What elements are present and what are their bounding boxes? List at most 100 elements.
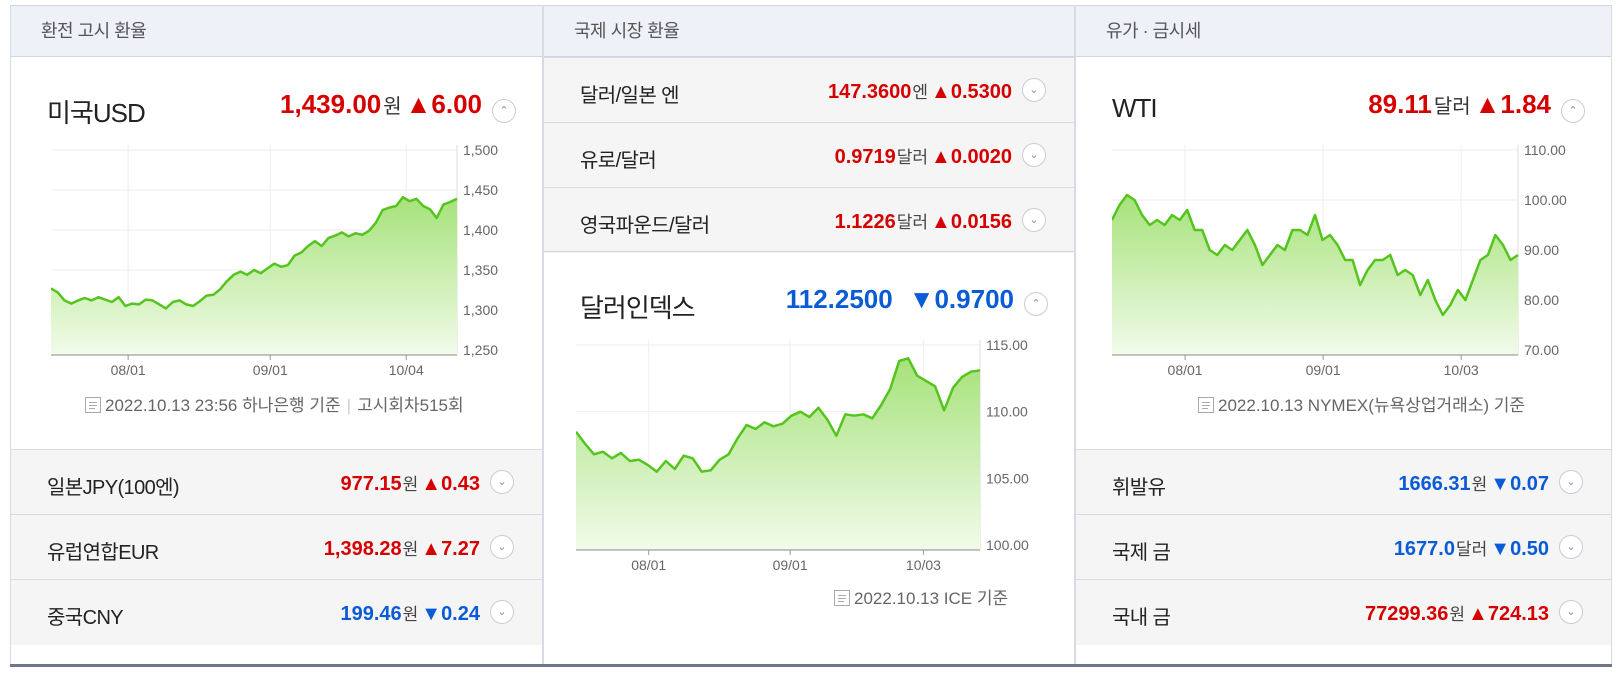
unit-label: 원 bbox=[402, 540, 419, 559]
rate-row[interactable]: 영국파운드/달러 1.1226달러 ▲0.0156 ⌄ bbox=[544, 187, 1074, 253]
rate-value: 199.46 bbox=[340, 603, 402, 625]
expand-chevron-down-icon[interactable]: ⌄ bbox=[1559, 470, 1583, 494]
rate-row[interactable]: 중국CNY 199.46원 ▼0.24 ⌄ bbox=[11, 579, 542, 645]
unit-label: 엔 bbox=[912, 83, 929, 102]
y-tick-label: 115.00 bbox=[986, 340, 1028, 353]
rate-value: 977.15 bbox=[340, 473, 402, 495]
panel-title: 유가 · 금시세 bbox=[1076, 5, 1611, 57]
row-value: 977.15원 ▲0.43 bbox=[340, 470, 480, 496]
x-tick-label: 10/03 bbox=[906, 557, 941, 573]
expand-chevron-down-icon[interactable]: ⌄ bbox=[490, 470, 514, 494]
down-arrow-icon: ▼ bbox=[908, 284, 935, 314]
change-value: 0.5300 bbox=[950, 81, 1012, 103]
rate-row[interactable]: 국내 금 77299.36원 ▲724.13 ⌄ bbox=[1076, 579, 1611, 645]
document-icon bbox=[85, 397, 101, 413]
row-value: 1677.0달러 ▼0.50 bbox=[1394, 535, 1549, 561]
rate-value: 1.1226 bbox=[834, 211, 896, 233]
up-arrow-icon: ▲ bbox=[421, 473, 442, 495]
change-value: 0.07 bbox=[1510, 473, 1549, 495]
dxy-summary: 달러인덱스 112.2500 ▼0.9700 ⌃ 115.00 110.00 105.… bbox=[544, 251, 1074, 667]
source-text: 2022.10.13 23:56 하나은행 기준 bbox=[105, 396, 341, 415]
panel-title: 국제 시장 환율 bbox=[544, 5, 1074, 57]
intl-panel: 국제 시장 환율 달러/일본 엔 147.3600엔 ▲0.5300 ⌄ 유로/달러 0.… bbox=[543, 5, 1075, 664]
y-tick-label: 1,250 bbox=[463, 342, 498, 358]
row-name: 달러/일본 엔 bbox=[580, 85, 680, 107]
up-arrow-icon: ▲ bbox=[1474, 89, 1501, 119]
rate-value: 1677.0 bbox=[1393, 538, 1455, 560]
y-tick-label: 100.00 bbox=[986, 537, 1029, 553]
rate-row[interactable]: 휘발유 1666.31원 ▼0.07 ⌄ bbox=[1076, 449, 1611, 515]
rate-row[interactable]: 국제 금 1677.0달러 ▼0.50 ⌄ bbox=[1076, 514, 1611, 580]
area-fill bbox=[51, 197, 457, 355]
down-arrow-icon: ▼ bbox=[421, 603, 442, 625]
rate-value: 1,398.28 bbox=[323, 538, 402, 560]
rate-row[interactable]: 일본JPY(100엔) 977.15원 ▲0.43 ⌄ bbox=[11, 449, 542, 515]
rate-row[interactable]: 유로/달러 0.9719달러 ▲0.0020 ⌄ bbox=[544, 122, 1074, 188]
change-value: 0.0156 bbox=[950, 211, 1012, 233]
y-tick-label: 1,400 bbox=[463, 222, 498, 238]
row-name: 일본JPY(100엔) bbox=[47, 477, 180, 499]
y-tick-label: 1,350 bbox=[463, 262, 498, 278]
rate-value: 1,439.00 bbox=[280, 89, 382, 119]
source-text: 2022.10.13 NYMEX(뉴욕상업거래소) 기준 bbox=[1218, 396, 1526, 415]
round-text: 고시회차515회 bbox=[357, 396, 464, 415]
separator: | bbox=[346, 396, 352, 415]
x-tick-label: 09/01 bbox=[253, 362, 288, 378]
y-tick-label: 80.00 bbox=[1524, 292, 1559, 308]
expand-chevron-down-icon[interactable]: ⌄ bbox=[1559, 535, 1583, 559]
commodity-value: 89.11 달러 ▲1.84 bbox=[1368, 89, 1551, 120]
rate-value: 0.9719 bbox=[834, 146, 896, 168]
collapse-chevron-up-icon[interactable]: ⌃ bbox=[1561, 99, 1585, 123]
area-fill bbox=[1112, 195, 1518, 355]
document-icon bbox=[1198, 397, 1214, 413]
row-name: 국제 금 bbox=[1112, 542, 1171, 564]
row-value: 1,398.28원 ▲7.27 bbox=[324, 535, 480, 561]
rate-value: 1666.31 bbox=[1398, 473, 1471, 495]
rates-widget: 환전 고시 환율 미국USD 1,439.00 원 ▲6.00 ⌃ 1,500 1,4… bbox=[10, 5, 1612, 667]
y-tick-label: 100.00 bbox=[1524, 192, 1567, 208]
rate-value: 147.3600 bbox=[827, 81, 912, 103]
area-fill bbox=[576, 358, 980, 550]
row-value: 77299.36원 ▲724.13 bbox=[1365, 600, 1549, 626]
y-tick-label: 1,450 bbox=[463, 182, 498, 198]
price-value: 89.11 bbox=[1368, 89, 1432, 119]
row-value: 147.3600엔 ▲0.5300 bbox=[828, 78, 1012, 104]
expand-chevron-down-icon[interactable]: ⌄ bbox=[1559, 600, 1583, 624]
down-arrow-icon: ▼ bbox=[1490, 538, 1511, 560]
source-text: 2022.10.13 ICE 기준 bbox=[854, 589, 1009, 608]
change-value: 7.27 bbox=[441, 538, 480, 560]
unit-label: 원 bbox=[1449, 605, 1466, 624]
expand-chevron-down-icon[interactable]: ⌄ bbox=[490, 600, 514, 624]
row-value: 1.1226달러 ▲0.0156 bbox=[835, 208, 1012, 234]
rate-row[interactable]: 달러/일본 엔 147.3600엔 ▲0.5300 ⌄ bbox=[544, 57, 1074, 123]
y-tick-label: 1,500 bbox=[463, 145, 498, 158]
wti-chart: 110.00 100.00 90.00 80.00 70.00 08/01 09/01 10/… bbox=[1112, 145, 1567, 378]
expand-chevron-down-icon[interactable]: ⌄ bbox=[1022, 208, 1046, 232]
x-tick-label: 08/01 bbox=[111, 362, 146, 378]
x-tick-label: 08/01 bbox=[1168, 362, 1203, 378]
x-tick-label: 09/01 bbox=[1306, 362, 1341, 378]
source-note: 2022.10.13 23:56 하나은행 기준 | 고시회차515회 bbox=[85, 391, 464, 416]
change-value: 1.84 bbox=[1500, 89, 1551, 119]
row-name: 영국파운드/달러 bbox=[580, 215, 710, 237]
collapse-chevron-up-icon[interactable]: ⌃ bbox=[492, 99, 516, 123]
row-name: 국내 금 bbox=[1112, 607, 1171, 629]
expand-chevron-down-icon[interactable]: ⌄ bbox=[1022, 78, 1046, 102]
y-tick-label: 110.00 bbox=[1524, 145, 1566, 158]
up-arrow-icon: ▲ bbox=[931, 146, 951, 168]
y-tick-label: 110.00 bbox=[986, 404, 1028, 420]
rate-value: 112.2500 bbox=[785, 284, 893, 314]
row-value: 0.9719달러 ▲0.0020 bbox=[835, 143, 1012, 169]
source-note: 2022.10.13 ICE 기준 bbox=[834, 584, 1008, 609]
unit-label: 원 bbox=[402, 605, 419, 624]
expand-chevron-down-icon[interactable]: ⌄ bbox=[1022, 143, 1046, 167]
collapse-chevron-up-icon[interactable]: ⌃ bbox=[1024, 292, 1048, 316]
currency-name: 미국USD bbox=[47, 98, 146, 128]
unit-label: 원 bbox=[1471, 475, 1488, 494]
rate-row[interactable]: 유럽연합EUR 1,398.28원 ▲7.27 ⌄ bbox=[11, 514, 542, 580]
up-arrow-icon: ▲ bbox=[421, 538, 442, 560]
row-name: 중국CNY bbox=[47, 607, 124, 629]
expand-chevron-down-icon[interactable]: ⌄ bbox=[490, 535, 514, 559]
up-arrow-icon: ▲ bbox=[405, 89, 432, 119]
index-value: 112.2500 ▼0.9700 bbox=[786, 284, 1014, 315]
